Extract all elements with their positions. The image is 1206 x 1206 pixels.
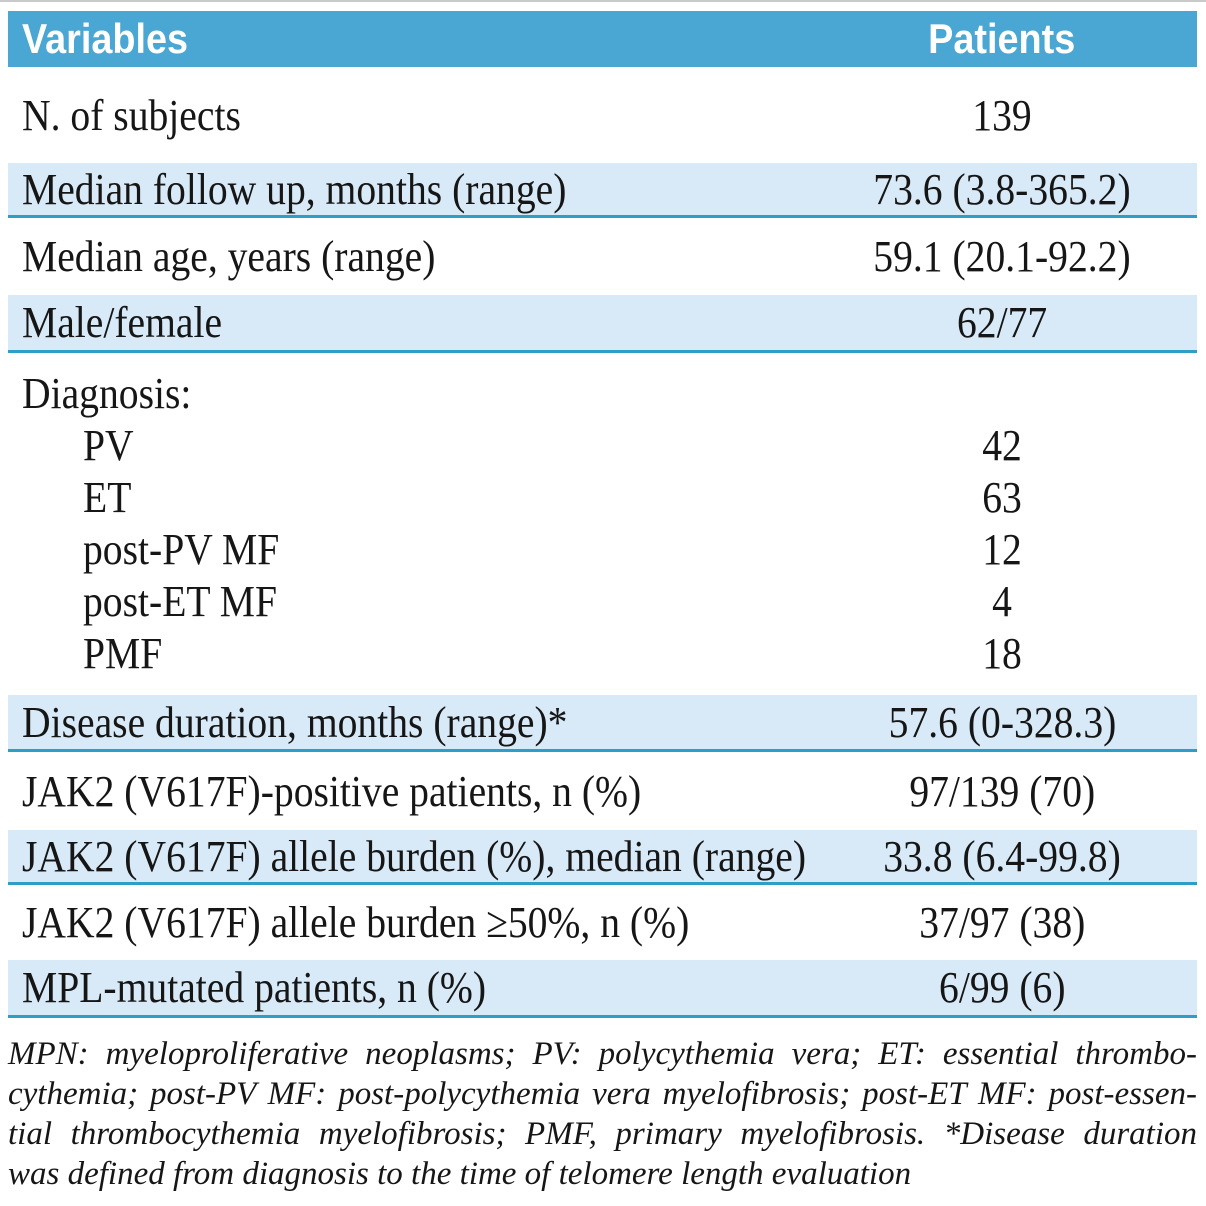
row-label-cell: PV — [8, 420, 807, 471]
row-label: Male/female — [22, 298, 223, 347]
row-label: N. of subjects — [22, 90, 241, 140]
diagnosis-subrow-pv: PV 42 — [8, 419, 1197, 471]
row-value-cell: 139 — [807, 90, 1197, 141]
row-label-cell: Median follow up, months (range) — [8, 164, 807, 215]
row-value-cell — [807, 384, 1197, 402]
column-header-patients-label: Patients — [928, 15, 1076, 62]
table-row-median-age: Median age, years (range) 59.1 (20.1-92.… — [8, 218, 1197, 295]
column-header-variables-label: Variables — [22, 15, 189, 62]
table-row-male-female: Male/female 62/77 — [8, 295, 1197, 353]
row-label: post-ET MF — [83, 576, 278, 626]
footnote-line: tial thrombocythemia myelofibrosis; PMF,… — [8, 1116, 1197, 1152]
row-label-cell: PMF — [8, 628, 807, 679]
row-label-cell: post-ET MF — [8, 576, 807, 627]
row-value: 37/97 (38) — [918, 898, 1086, 947]
row-value: 18 — [982, 628, 1022, 678]
row-label: post-PV MF — [83, 524, 280, 574]
top-divider — [0, 0, 1206, 2]
row-label: JAK2 (V617F)-positive patients, n (%) — [22, 766, 642, 816]
row-value: 97/139 (70) — [909, 766, 1095, 816]
row-value-cell: 63 — [807, 472, 1197, 523]
row-value-cell: 6/99 (6) — [807, 962, 1197, 1013]
column-header-variables: Variables — [8, 15, 807, 63]
row-value: 62/77 — [956, 298, 1048, 347]
row-label: JAK2 (V617F) allele burden ≥50%, n (%) — [22, 898, 690, 947]
row-value: 6/99 (6) — [938, 963, 1066, 1012]
row-value-cell: 37/97 (38) — [807, 897, 1197, 948]
row-value: 42 — [982, 420, 1022, 470]
table-row-jak2-allele-burden-ge50: JAK2 (V617F) allele burden ≥50%, n (%) 3… — [8, 885, 1197, 960]
row-value: 63 — [982, 472, 1022, 522]
row-label-cell: N. of subjects — [8, 90, 807, 141]
row-label-cell: JAK2 (V617F) allele burden (%), median (… — [8, 831, 807, 882]
table-footnote: MPN: myeloproliferative neoplasms; PV: p… — [8, 1028, 1197, 1194]
row-label: MPL-mutated patients, n (%) — [22, 963, 487, 1012]
row-value-cell: 12 — [807, 524, 1197, 575]
table-row-disease-duration: Disease duration, months (range)* 57.6 (… — [8, 695, 1197, 752]
row-value: 4 — [992, 576, 1012, 626]
diagnosis-subrow-pmf: PMF 18 — [8, 627, 1197, 679]
footnote-line: MPN: myeloproliferative neoplasms; PV: p… — [8, 1036, 1197, 1072]
diagnosis-subrow-post-et-mf: post-ET MF 4 — [8, 575, 1197, 627]
diagnosis-subrow-et: ET 63 — [8, 471, 1197, 523]
row-label: Median follow up, months (range) — [22, 164, 567, 214]
row-label: PMF — [83, 628, 163, 678]
footnote-line: cythemia; post-PV MF: post-polycythemia … — [8, 1076, 1197, 1112]
row-label-cell: ET — [8, 472, 807, 523]
row-value-cell: 62/77 — [807, 297, 1197, 348]
row-value-cell: 57.6 (0-328.3) — [807, 697, 1197, 748]
row-label: Diagnosis: — [22, 368, 192, 418]
row-value-cell: 18 — [807, 628, 1197, 679]
row-label-cell: post-PV MF — [8, 524, 807, 575]
row-value-cell: 73.6 (3.8-365.2) — [807, 164, 1197, 215]
row-value-cell: 59.1 (20.1-92.2) — [807, 231, 1197, 282]
diagnosis-heading-line: Diagnosis: — [8, 367, 1197, 419]
row-label-cell: Median age, years (range) — [8, 231, 807, 282]
row-label: JAK2 (V617F) allele burden (%), median (… — [22, 831, 807, 881]
diagnosis-subrow-post-pv-mf: post-PV MF 12 — [8, 523, 1197, 575]
row-value-cell: 42 — [807, 420, 1197, 471]
row-value: 33.8 (6.4-99.8) — [883, 831, 1121, 881]
row-label-cell: Male/female — [8, 297, 807, 348]
row-label: Median age, years (range) — [22, 232, 436, 281]
row-label-cell: Diagnosis: — [8, 368, 807, 419]
row-label: ET — [83, 472, 132, 522]
row-label: Disease duration, months (range)* — [22, 697, 568, 747]
column-header-patients: Patients — [807, 15, 1197, 63]
table-header-row: Variables Patients — [8, 11, 1197, 67]
row-value-cell: 33.8 (6.4-99.8) — [807, 831, 1197, 882]
table-row-median-follow-up: Median follow up, months (range) 73.6 (3… — [8, 163, 1197, 218]
row-value: 57.6 (0-328.3) — [888, 697, 1116, 747]
table-row-mpl-mutated: MPL-mutated patients, n (%) 6/99 (6) — [8, 960, 1197, 1018]
row-value-cell: 4 — [807, 576, 1197, 627]
row-label: PV — [83, 420, 134, 470]
row-value: 12 — [982, 524, 1022, 574]
row-label-cell: Disease duration, months (range)* — [8, 697, 807, 748]
table-row-n-of-subjects: N. of subjects 139 — [8, 67, 1197, 163]
patient-characteristics-table: Variables Patients N. of subjects 139 Me… — [8, 11, 1197, 1018]
row-value: 139 — [972, 90, 1032, 140]
row-value: 73.6 (3.8-365.2) — [873, 164, 1131, 214]
table-row-jak2-positive: JAK2 (V617F)-positive patients, n (%) 97… — [8, 752, 1197, 830]
row-label-cell: MPL-mutated patients, n (%) — [8, 962, 807, 1013]
row-value-cell: 97/139 (70) — [807, 766, 1197, 817]
row-value: 59.1 (20.1-92.2) — [873, 232, 1131, 281]
footnote-line: was defined from diagnosis to the time o… — [8, 1156, 912, 1192]
row-label-cell: JAK2 (V617F) allele burden ≥50%, n (%) — [8, 897, 807, 948]
table-row-jak2-allele-burden-median: JAK2 (V617F) allele burden (%), median (… — [8, 830, 1197, 885]
row-label-cell: JAK2 (V617F)-positive patients, n (%) — [8, 766, 807, 817]
table-row-diagnosis: Diagnosis: PV 42 ET 63 post-PV MF 12 pos… — [8, 353, 1197, 695]
